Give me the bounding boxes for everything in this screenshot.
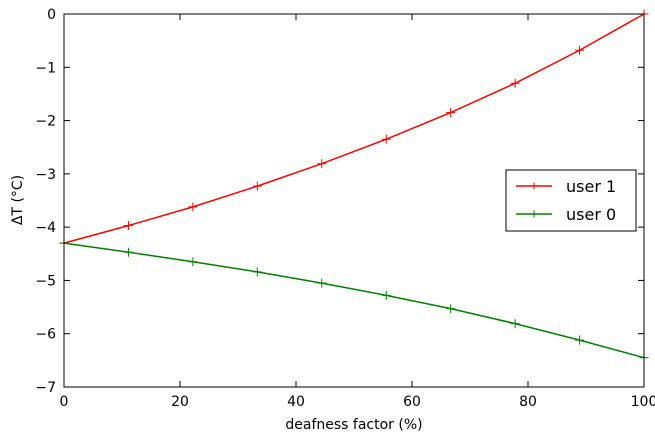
data-point-user-1 xyxy=(510,78,520,88)
data-point-user-1 xyxy=(317,159,327,169)
data-point-user-0 xyxy=(188,257,198,267)
series-line-user-1 xyxy=(63,13,645,244)
legend: user 1 user 0 xyxy=(505,169,637,232)
data-point-user-1 xyxy=(446,108,456,118)
legend-marker xyxy=(530,210,538,218)
data-point-user-1 xyxy=(188,202,198,212)
data-point-user-0 xyxy=(123,247,133,257)
y-tick-label: −2 xyxy=(35,114,56,130)
legend-label-user-0: user 0 xyxy=(566,205,616,224)
x-axis-label: deafness factor (%) xyxy=(285,417,422,433)
plot-frame xyxy=(63,13,645,388)
series-line-user-0 xyxy=(63,242,645,359)
y-tick-label: −6 xyxy=(35,327,56,343)
data-point-user-0 xyxy=(510,319,520,329)
tick-layer: 0 20 40 60 80 100 0 −1 −2 −3 −4 −5 −6 −7 xyxy=(35,7,655,410)
data-point-user-1 xyxy=(252,181,262,191)
y-tick-label: −5 xyxy=(35,273,56,289)
y-tick-label: −1 xyxy=(35,60,56,76)
x-tick-label: 20 xyxy=(171,394,189,410)
data-point-user-1 xyxy=(123,221,133,231)
data-point-user-1 xyxy=(381,134,391,144)
data-point-user-0 xyxy=(446,304,456,314)
y-tick-label: −7 xyxy=(35,380,56,396)
x-tick-label: 80 xyxy=(519,394,537,410)
x-tick-label: 60 xyxy=(403,394,421,410)
y-tick-label: 0 xyxy=(47,7,56,23)
legend-box xyxy=(505,169,637,232)
x-tick-label: 100 xyxy=(631,394,655,410)
x-tick-label: 0 xyxy=(60,394,69,410)
legend-label-user-1: user 1 xyxy=(566,177,616,196)
data-point-user-0 xyxy=(381,290,391,300)
data-point-user-0 xyxy=(575,335,585,345)
y-tick-label: −3 xyxy=(35,167,56,183)
y-tick-label: −4 xyxy=(35,220,56,236)
data-point-user-0 xyxy=(317,278,327,288)
data-point-user-0 xyxy=(252,267,262,277)
legend-marker xyxy=(530,182,538,190)
x-tick-label: 40 xyxy=(287,394,305,410)
y-axis-label: ΔT (°C) xyxy=(10,175,26,225)
series-layer xyxy=(59,9,649,363)
data-point-user-1 xyxy=(575,45,585,55)
